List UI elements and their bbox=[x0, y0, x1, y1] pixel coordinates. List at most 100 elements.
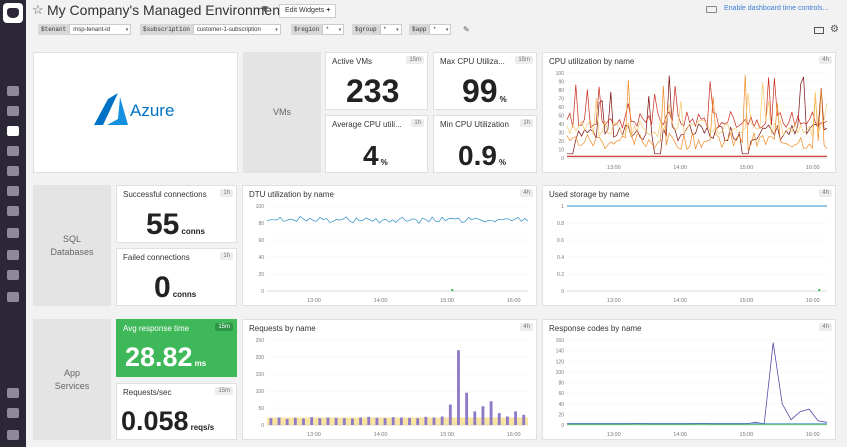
y-tick-label: 160 bbox=[556, 338, 565, 344]
requests-bar bbox=[326, 417, 330, 425]
y-tick-label: 120 bbox=[556, 359, 565, 365]
template-var-app[interactable]: $app * bbox=[409, 24, 452, 36]
title-dropdown-icon[interactable]: ▼ bbox=[260, 4, 270, 15]
logs-icon[interactable] bbox=[7, 270, 19, 280]
failed-connections-unit: conns bbox=[172, 290, 197, 299]
cpu-by-name-widget[interactable]: CPU utilization by name 4h 0 10 20 30 40 50 60… bbox=[542, 52, 836, 173]
time-badge: 15m bbox=[406, 56, 424, 64]
x-tick-label: 14:00 bbox=[673, 298, 687, 304]
integrations-icon[interactable] bbox=[7, 206, 19, 216]
y-tick-label: 0.6 bbox=[557, 238, 564, 244]
widget-title: Active VMs bbox=[332, 57, 373, 66]
settings-gear-icon[interactable]: ⚙ bbox=[830, 24, 839, 35]
template-var-region[interactable]: $region * bbox=[291, 24, 345, 36]
widget-title: Average CPU utili... bbox=[332, 120, 402, 129]
y-tick-label: 1 bbox=[561, 204, 564, 210]
requests-bar bbox=[375, 417, 379, 425]
template-var-subscription[interactable]: $subscription customer-1-subscription bbox=[140, 24, 281, 36]
widget-title: CPU utilization by name bbox=[549, 57, 635, 66]
cpu-series-line bbox=[566, 82, 828, 138]
metrics-icon[interactable] bbox=[7, 186, 19, 196]
time-badge: 1h bbox=[220, 252, 233, 260]
requests-sec-widget[interactable]: Requests/sec 15m 0.058 reqs/s bbox=[116, 383, 237, 440]
dashboard-title: My Company's Managed Environment bbox=[47, 2, 284, 18]
security-icon[interactable] bbox=[7, 292, 19, 302]
azure-logo-icon bbox=[94, 93, 128, 125]
avg-response-unit: ms bbox=[194, 359, 207, 368]
y-tick-label: 60 bbox=[558, 391, 564, 397]
datadog-logo-icon[interactable] bbox=[3, 3, 23, 23]
x-tick-label: 13:00 bbox=[607, 298, 621, 304]
y-tick-label: 0.2 bbox=[557, 272, 564, 278]
widget-title: Min CPU Utilization bbox=[440, 120, 509, 129]
time-badge: 15m bbox=[215, 387, 233, 395]
template-var-group[interactable]: $group * bbox=[352, 24, 402, 36]
active-vms-value: 233 bbox=[346, 73, 400, 109]
requests-by-name-widget[interactable]: Requests by name 4h 0 50 100 150 200 250 13:00… bbox=[242, 319, 537, 440]
y-tick-label: 0.4 bbox=[557, 255, 564, 261]
favorite-star-icon[interactable]: ☆ bbox=[32, 2, 44, 17]
widget-title: Avg response time bbox=[123, 324, 190, 333]
monitors-icon[interactable] bbox=[7, 166, 19, 176]
y-tick-label: 50 bbox=[558, 114, 564, 120]
template-var-tenant[interactable]: $tenant msp-tenant-id bbox=[38, 24, 132, 36]
team-icon[interactable] bbox=[7, 408, 19, 418]
y-tick-label: 40 bbox=[258, 255, 264, 261]
events-icon[interactable] bbox=[7, 106, 19, 116]
time-badge: 15m bbox=[515, 56, 533, 64]
failed-connections-widget[interactable]: Failed connections 1h 0 conns bbox=[116, 248, 237, 306]
y-tick-label: 80 bbox=[258, 221, 264, 227]
y-tick-label: 150 bbox=[256, 372, 265, 378]
max-cpu-number: 99 bbox=[462, 73, 498, 109]
user-avatar-icon[interactable] bbox=[7, 430, 19, 440]
min-cpu-unit: % bbox=[498, 158, 507, 167]
y-tick-label: 60 bbox=[558, 105, 564, 111]
successful-connections-widget[interactable]: Successful connections 1h 55 conns bbox=[116, 185, 237, 243]
active-vms-widget[interactable]: Active VMs 15m 233 bbox=[325, 52, 428, 110]
requests-bar bbox=[481, 406, 485, 425]
avg-cpu-widget[interactable]: Average CPU utili... 1h 4% bbox=[325, 115, 428, 173]
max-cpu-unit: % bbox=[499, 95, 507, 104]
dtu-series-line bbox=[266, 215, 529, 224]
dtu-chart: 0 20 40 60 80 100 13:00 14:00 15:00 16:00 bbox=[256, 204, 529, 304]
requests-by-name-chart: 0 50 100 150 200 250 13:00 14:00 15:00 16:00 bbox=[256, 338, 528, 438]
notebooks-icon[interactable] bbox=[7, 250, 19, 260]
requests-bar bbox=[367, 416, 371, 425]
y-tick-label: 10 bbox=[558, 148, 564, 154]
storage-widget[interactable]: Used storage by name 4h 0 0.2 0.4 0.6 0.8 1 13… bbox=[542, 185, 836, 306]
requests-bar bbox=[399, 417, 403, 425]
successful-connections-number: 55 bbox=[146, 208, 180, 241]
x-tick-label: 14:00 bbox=[374, 298, 388, 304]
help-icon[interactable] bbox=[7, 388, 19, 398]
widget-title: Used storage by name bbox=[549, 190, 630, 199]
requests-bar bbox=[285, 418, 289, 425]
x-tick-label: 13:00 bbox=[307, 298, 321, 304]
requests-bar bbox=[514, 411, 517, 425]
home-icon[interactable] bbox=[7, 86, 19, 96]
y-tick-label: 0.8 bbox=[557, 221, 564, 227]
requests-bar bbox=[277, 417, 281, 425]
requests-bar bbox=[424, 416, 428, 425]
requests-sec-unit: reqs/s bbox=[190, 423, 215, 432]
group-label-sql: SQL Databases bbox=[33, 185, 111, 306]
y-tick-label: 20 bbox=[258, 272, 264, 278]
edit-template-vars-icon[interactable]: ✎ bbox=[463, 25, 470, 34]
requests-bar bbox=[448, 404, 452, 425]
widget-title: Max CPU Utiliza... bbox=[440, 57, 505, 66]
y-tick-label: 0 bbox=[261, 423, 264, 429]
apm-icon[interactable] bbox=[7, 228, 19, 238]
cpu-by-name-chart: 0 10 20 30 40 50 60 70 80 90 100 13:00 14:00 15:00 16:… bbox=[556, 71, 828, 171]
azure-logo-text: Azure bbox=[130, 101, 175, 120]
infrastructure-icon[interactable] bbox=[7, 146, 19, 156]
dtu-widget[interactable]: DTU utilization by name 4h 0 20 40 60 80 100 1… bbox=[242, 185, 537, 306]
dashboards-icon[interactable] bbox=[7, 126, 19, 136]
y-tick-label: 80 bbox=[558, 88, 564, 94]
tv-mode-icon[interactable] bbox=[814, 27, 824, 34]
avg-response-widget[interactable]: Avg response time 15m 28.82 ms bbox=[116, 319, 237, 377]
time-badge: 4h bbox=[520, 323, 533, 331]
response-codes-widget[interactable]: Response codes by name 4h 0 20 40 60 80 100 12… bbox=[542, 319, 836, 440]
edit-widgets-button[interactable]: Edit Widgets + bbox=[279, 4, 337, 18]
max-cpu-widget[interactable]: Max CPU Utiliza... 15m 99% bbox=[433, 52, 537, 110]
enable-time-controls-link[interactable]: Enable dashboard time controls... bbox=[724, 5, 829, 12]
min-cpu-widget[interactable]: Min CPU Utilization 1h 0.9% bbox=[433, 115, 537, 173]
